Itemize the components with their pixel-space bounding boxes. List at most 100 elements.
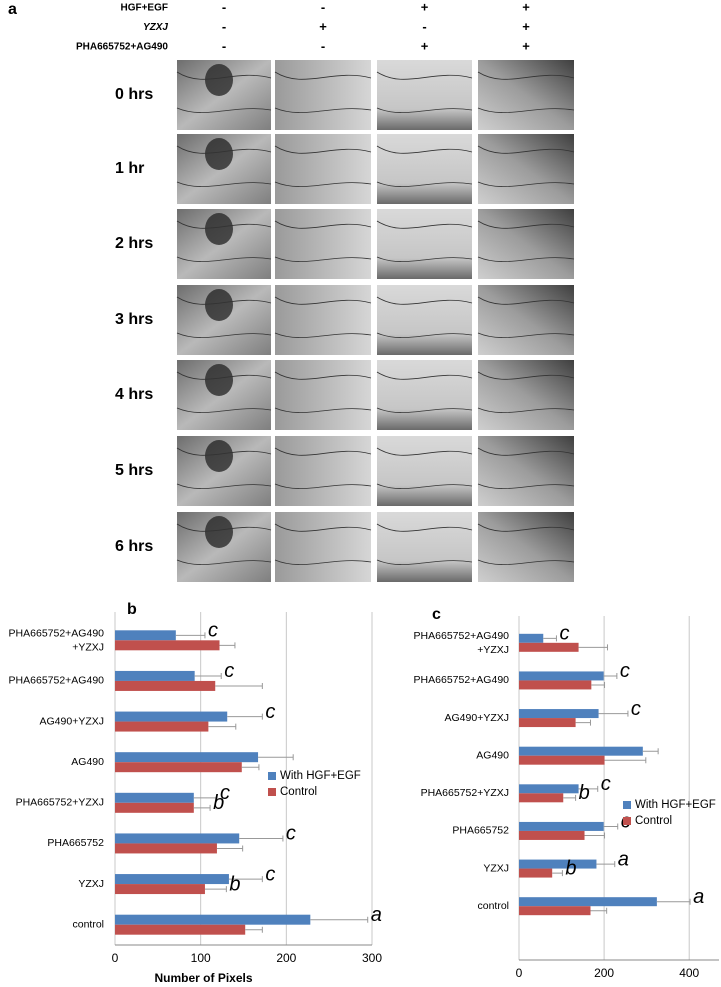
wound-edge	[477, 145, 575, 154]
micrograph	[275, 360, 371, 430]
micrograph-shadow	[205, 138, 233, 170]
treatment-sign: +	[421, 0, 429, 14]
wound-edge	[477, 71, 575, 80]
wound-edge	[477, 107, 575, 113]
micrograph	[478, 134, 574, 204]
wound-edge	[376, 181, 473, 187]
significance-letter: c	[208, 620, 218, 642]
bar	[519, 642, 579, 652]
error-bar	[215, 682, 263, 689]
error-bar	[228, 876, 263, 883]
error-bar	[204, 886, 227, 893]
bar	[115, 802, 194, 813]
wound-edge	[477, 407, 575, 413]
bar	[519, 830, 585, 840]
bar	[519, 718, 576, 728]
error-bar	[578, 644, 609, 651]
significance-letter: c	[620, 660, 630, 682]
wound-edge	[274, 145, 372, 154]
wound-edge	[274, 407, 372, 413]
wound-edge	[376, 256, 473, 262]
y-tick-label: AG490	[476, 749, 509, 761]
micrograph	[275, 209, 371, 279]
wound-edge	[274, 71, 372, 80]
significance-letter: c	[631, 698, 641, 720]
micrograph-shadow	[205, 64, 233, 96]
bar	[519, 633, 544, 643]
y-tick-label: PHA665752+AG490	[414, 674, 510, 686]
legend-swatch	[623, 801, 631, 809]
treatment-sign: -	[222, 0, 226, 14]
micrograph	[478, 436, 574, 506]
wound-edge	[176, 220, 272, 229]
micrograph-shadow	[205, 440, 233, 472]
bar	[115, 833, 240, 844]
error-bar	[219, 642, 236, 649]
bar	[115, 874, 229, 885]
bar	[115, 670, 195, 681]
wound-edge	[376, 483, 473, 489]
significance-letter: c	[224, 660, 234, 682]
wound-edge	[274, 220, 372, 229]
y-tick-label: PHA665752	[47, 837, 104, 849]
legend-swatch	[623, 817, 631, 825]
legend-swatch	[268, 772, 276, 780]
y-tick-label: AG490+YZXJ	[40, 715, 105, 727]
time-label: 6 hrs	[115, 538, 153, 555]
treatment-sign: +	[421, 38, 429, 53]
error-bar	[575, 719, 591, 726]
treatment-label: YZXJ	[143, 22, 168, 33]
wound-edge	[176, 71, 272, 80]
bar	[115, 721, 209, 732]
wound-edge	[274, 332, 372, 338]
wound-edge	[274, 296, 372, 305]
y-tick-label: AG490	[71, 756, 104, 768]
x-tick-label: 100	[191, 951, 211, 965]
time-label: 4 hrs	[115, 386, 153, 403]
wound-edge	[477, 371, 575, 380]
bar	[519, 906, 591, 916]
y-tick-label: PHA665752+AG490 +YZXJ	[414, 630, 510, 656]
error-bar	[563, 794, 577, 801]
y-tick-label: PHA665752+YZXJ	[421, 787, 509, 799]
micrograph	[377, 360, 472, 430]
panel-label: b	[127, 601, 137, 618]
micrograph	[377, 436, 472, 506]
error-bar	[598, 710, 629, 717]
wound-edge	[477, 256, 575, 262]
panel-label: a	[8, 1, 17, 18]
bar	[519, 709, 599, 719]
time-label: 0 hrs	[115, 86, 153, 103]
legend-swatch	[268, 788, 276, 796]
significance-letter: c	[559, 623, 569, 645]
error-bar	[603, 672, 618, 679]
wound-edge	[477, 447, 575, 456]
error-bar	[310, 916, 369, 923]
treatment-label: HGF+EGF	[120, 3, 168, 14]
significance-letter: b	[565, 857, 576, 879]
bar	[115, 630, 176, 641]
significance-letter: b	[579, 782, 590, 804]
treatment-sign: -	[222, 38, 226, 53]
y-tick-label: control	[72, 918, 104, 930]
x-tick-label: 200	[276, 951, 296, 965]
micrograph-shadow	[205, 364, 233, 396]
error-bar	[596, 861, 616, 868]
bar	[519, 821, 604, 831]
wound-edge	[274, 256, 372, 262]
x-tick-label: 400	[679, 966, 699, 980]
time-label: 2 hrs	[115, 235, 153, 252]
error-bar	[193, 794, 218, 801]
x-axis-title: Number of Pixels	[154, 971, 252, 985]
error-bar	[603, 823, 619, 830]
wound-edge	[477, 332, 575, 338]
wound-edge	[176, 483, 272, 489]
treatment-sign: +	[522, 0, 530, 14]
significance-letter: b	[229, 873, 240, 895]
wound-edge	[274, 181, 372, 187]
bar	[115, 711, 228, 722]
error-bar	[194, 672, 222, 679]
significance-letter: a	[618, 848, 629, 870]
bar	[115, 680, 216, 691]
wound-edge	[376, 371, 473, 380]
